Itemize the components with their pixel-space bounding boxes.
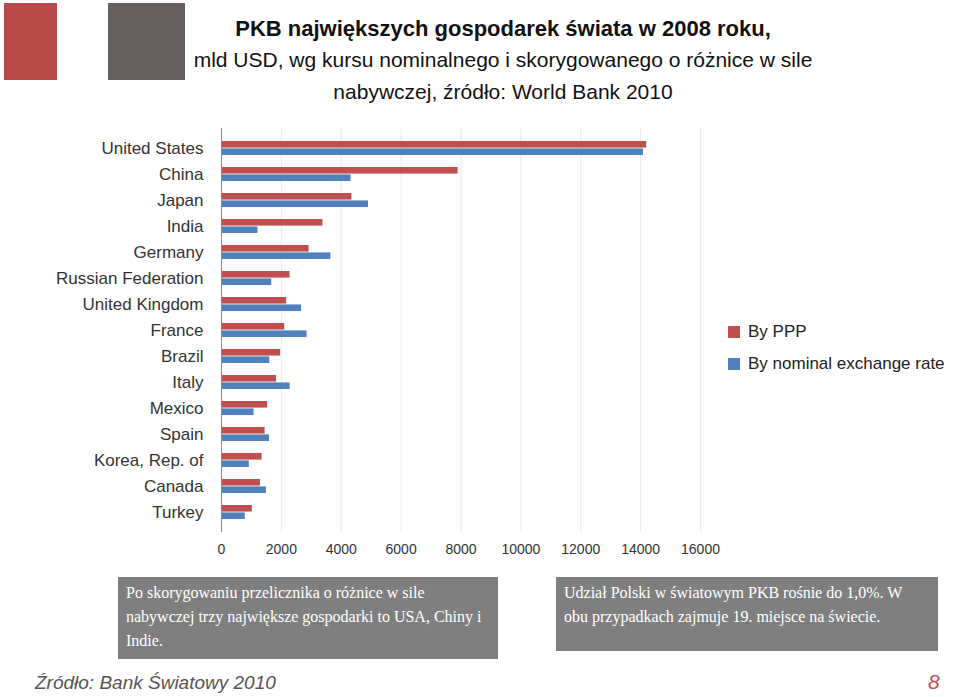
svg-text:India: India [167,217,204,236]
svg-text:Germany: Germany [134,243,204,262]
svg-text:Brazil: Brazil [161,347,204,366]
html-text:mld USD, wg kursu nominalnego: mld USD, wg kursu nominalnego i skorygow… [193,48,813,103]
html-text:Po skorygowaniu przelicznika o: Po skorygowaniu przelicznika o różnice w… [126,584,482,649]
html-text:By PPP: By PPP [748,322,807,341]
html-text:PKB największych gospodarek św: PKB największych gospodarek świata w 200… [235,16,771,41]
svg-text:10000: 10000 [501,541,540,557]
svg-text:Mexico: Mexico [150,399,204,418]
svg-text:United States: United States [101,139,203,158]
svg-text:12000: 12000 [561,541,600,557]
svg-text:0: 0 [218,541,226,557]
svg-text:Turkey: Turkey [152,503,204,522]
html-text:Źródło: Bank Światowy 2010: Źródło: Bank Światowy 2010 [35,672,276,693]
svg-text:16000: 16000 [681,541,720,557]
svg-text:France: France [151,321,204,340]
html-text:Udział Polski w światowym PKB: Udział Polski w światowym PKB rośnie do … [564,584,903,625]
svg-text:Italy: Italy [172,373,204,392]
svg-text:Japan: Japan [157,191,203,210]
svg-text:Spain: Spain [160,425,203,444]
html-text:By nominal exchange rate: By nominal exchange rate [748,354,945,373]
svg-text:Russian Federation: Russian Federation [56,269,203,288]
svg-text:14000: 14000 [621,541,660,557]
svg-text:8000: 8000 [445,541,476,557]
svg-text:United Kingdom: United Kingdom [83,295,204,314]
html-text:8: 8 [928,670,940,693]
svg-text:Korea, Rep. of: Korea, Rep. of [94,451,204,470]
svg-text:Canada: Canada [144,477,204,496]
svg-text:6000: 6000 [386,541,417,557]
svg-text:China: China [159,165,204,184]
svg-text:2000: 2000 [266,541,297,557]
svg-text:4000: 4000 [326,541,357,557]
